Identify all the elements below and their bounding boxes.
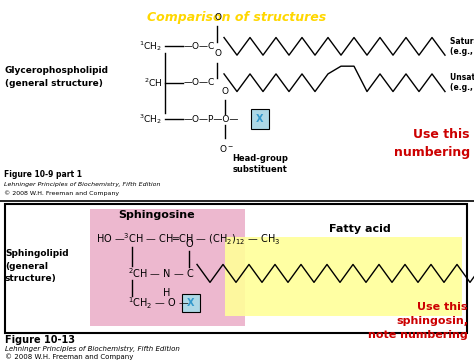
Text: Comparison of structures: Comparison of structures bbox=[147, 11, 327, 24]
Text: © 2008 W.H. Freeman and Company: © 2008 W.H. Freeman and Company bbox=[4, 190, 119, 196]
Bar bbox=[225, 236, 462, 316]
Text: Figure 10-9 part 1: Figure 10-9 part 1 bbox=[4, 170, 82, 179]
Text: O$^-$: O$^-$ bbox=[219, 143, 235, 155]
Bar bbox=[182, 294, 200, 312]
Text: Fatty acid: Fatty acid bbox=[329, 223, 391, 234]
Text: O: O bbox=[221, 87, 228, 96]
Text: Use this
numbering: Use this numbering bbox=[394, 128, 470, 159]
Text: Figure 10-13: Figure 10-13 bbox=[5, 335, 75, 345]
Text: X: X bbox=[256, 114, 264, 124]
Text: H: H bbox=[164, 288, 171, 298]
Text: Lehninger Principles of Biochemistry, Fifth Edition: Lehninger Principles of Biochemistry, Fi… bbox=[4, 182, 161, 187]
Text: O: O bbox=[215, 49, 221, 58]
Text: $^1$CH$_2$: $^1$CH$_2$ bbox=[139, 39, 162, 53]
Text: Sphingosine: Sphingosine bbox=[118, 210, 195, 220]
Bar bbox=[90, 209, 245, 326]
Text: $^1$CH$_2$ — O —: $^1$CH$_2$ — O — bbox=[128, 295, 190, 311]
Text: Lehninger Principles of Biochemistry, Fifth Edition: Lehninger Principles of Biochemistry, Fi… bbox=[5, 346, 180, 352]
Text: $^2$CH: $^2$CH bbox=[144, 77, 162, 89]
Text: X: X bbox=[187, 298, 195, 308]
Text: —O—P—O—: —O—P—O— bbox=[184, 115, 239, 123]
Bar bbox=[5, 204, 467, 333]
Bar bbox=[251, 109, 269, 129]
Text: HO —$^3$CH — CH═CH — (CH$_2$)$_{12}$ — CH$_3$: HO —$^3$CH — CH═CH — (CH$_2$)$_{12}$ — C… bbox=[96, 232, 280, 247]
Text: Use this
sphingosin,
note numbering: Use this sphingosin, note numbering bbox=[368, 302, 468, 340]
Text: —O—C: —O—C bbox=[184, 42, 215, 51]
Text: Head-group
substituent: Head-group substituent bbox=[232, 155, 288, 174]
Text: Sphingolipid
(general
structure): Sphingolipid (general structure) bbox=[5, 249, 69, 283]
Text: O: O bbox=[215, 13, 221, 22]
Text: $^3$CH$_2$: $^3$CH$_2$ bbox=[139, 112, 162, 126]
Text: $^2$CH — N — C: $^2$CH — N — C bbox=[128, 266, 194, 280]
Text: —O—C: —O—C bbox=[184, 78, 215, 87]
Text: Unsaturated fatty acid
(e.g., oleic acid): Unsaturated fatty acid (e.g., oleic acid… bbox=[450, 73, 474, 92]
Text: Glycerophospholipid
(general structure): Glycerophospholipid (general structure) bbox=[5, 66, 109, 88]
Text: Saturated fatty acid
(e.g., palmitic acid): Saturated fatty acid (e.g., palmitic aci… bbox=[450, 36, 474, 56]
Text: O: O bbox=[185, 239, 193, 248]
Text: © 2008 W.H. Freeman and Company: © 2008 W.H. Freeman and Company bbox=[5, 354, 133, 360]
